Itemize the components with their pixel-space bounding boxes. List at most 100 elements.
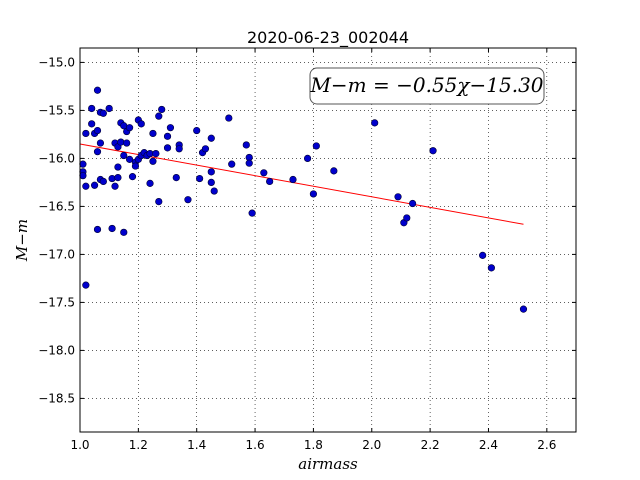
data-point: [403, 214, 411, 222]
data-point: [146, 179, 154, 187]
data-point: [108, 174, 116, 183]
data-point: [120, 228, 128, 236]
data-point: [120, 151, 128, 160]
data-point: [82, 182, 90, 190]
data-point: [371, 119, 379, 127]
data-point: [172, 174, 180, 182]
data-point: [228, 160, 236, 168]
x-tick-label: 1.2: [129, 438, 148, 452]
y-tick-label: −18.5: [38, 391, 75, 405]
data-point: [163, 132, 172, 140]
data-point: [312, 142, 320, 150]
data-point: [93, 148, 102, 156]
annotation-text: M−m = −0.55χ−15.30: [309, 73, 543, 97]
data-point: [149, 157, 157, 165]
data-point: [108, 224, 116, 233]
x-tick-label: 1.8: [304, 438, 323, 452]
data-point: [303, 154, 312, 162]
x-tick-label: 2.4: [479, 438, 498, 452]
x-tick-label: 2.0: [362, 438, 381, 452]
data-point: [289, 175, 297, 184]
data-point: [163, 144, 172, 152]
data-point: [117, 138, 125, 146]
data-point: [99, 177, 107, 186]
data-point: [131, 162, 140, 170]
x-tick-label: 1.4: [187, 438, 206, 452]
data-point: [196, 174, 204, 183]
x-tick-label: 1.0: [70, 438, 89, 452]
data-point: [126, 155, 134, 163]
data-point: [155, 112, 163, 120]
y-tick-label: −17.0: [38, 247, 75, 261]
y-tick-label: −15.0: [38, 55, 75, 69]
data-point: [82, 281, 90, 289]
x-tick-label: 1.6: [246, 438, 265, 452]
y-tick-label: −17.5: [38, 295, 75, 309]
data-point: [155, 198, 163, 206]
x-tick-labels: 1.0 1.2 1.4 1.6 1.8 2.0 2.2 2.4 2.6: [70, 438, 556, 452]
data-point: [394, 193, 402, 201]
data-point: [248, 209, 256, 217]
annotation-box: [309, 67, 545, 105]
y-tick-labels: −15.0 −15.5 −16.0 −16.5 −17.0 −17.5 −18.0 −18.5: [38, 55, 75, 405]
data-point: [79, 160, 87, 168]
data-point: [126, 124, 134, 132]
data-point: [88, 120, 96, 128]
data-point: [79, 172, 87, 180]
data-point: [99, 109, 107, 117]
fit-line-group: [79, 143, 524, 225]
x-tick-label: 2.6: [537, 438, 556, 452]
axis-ticks: [79, 48, 576, 432]
data-point: [137, 120, 145, 128]
data-point: [111, 182, 119, 190]
data-point: [114, 163, 122, 171]
data-point: [225, 114, 233, 122]
chart-title: 2020-06-23_002044: [247, 28, 409, 48]
data-point: [96, 139, 105, 147]
data-point: [210, 187, 218, 195]
data-point: [207, 134, 215, 142]
data-point: [479, 251, 487, 259]
data-point: [266, 177, 274, 186]
data-point: [175, 145, 183, 153]
data-point: [123, 139, 131, 147]
data-point: [166, 124, 175, 132]
data-point: [128, 173, 137, 181]
x-axis-label: airmass: [298, 455, 358, 473]
data-point: [429, 147, 437, 155]
data-point: [519, 305, 528, 313]
data-point: [207, 168, 215, 176]
data-point: [330, 167, 338, 175]
data-point: [105, 104, 113, 113]
data-point: [487, 264, 495, 272]
data-point: [93, 86, 102, 94]
data-point: [114, 174, 122, 182]
data-point: [93, 225, 102, 234]
y-tick-label: −15.5: [38, 103, 75, 117]
data-point: [260, 169, 268, 177]
data-point: [245, 159, 253, 167]
data-point: [88, 104, 96, 113]
data-point: [242, 141, 250, 149]
data-point: [82, 129, 90, 138]
data-point: [158, 105, 166, 114]
data-point: [149, 129, 157, 138]
data-points: [79, 86, 528, 313]
y-axis-label: M−m: [13, 219, 31, 262]
x-tick-label: 2.2: [421, 438, 440, 452]
data-point: [184, 196, 192, 204]
data-point: [90, 181, 99, 189]
plot-frame: [79, 47, 577, 433]
data-point: [409, 199, 417, 208]
data-point: [309, 190, 318, 198]
data-point: [93, 126, 102, 135]
data-point: [201, 145, 210, 153]
grid-lines: [79, 48, 576, 432]
data-point: [207, 178, 215, 186]
y-tick-label: −16.5: [38, 199, 75, 213]
fit-line: [79, 143, 524, 225]
fit-annotation: M−m = −0.55χ−15.30: [309, 67, 545, 105]
y-tick-label: −16.0: [38, 151, 75, 165]
y-tick-label: −18.0: [38, 343, 75, 357]
